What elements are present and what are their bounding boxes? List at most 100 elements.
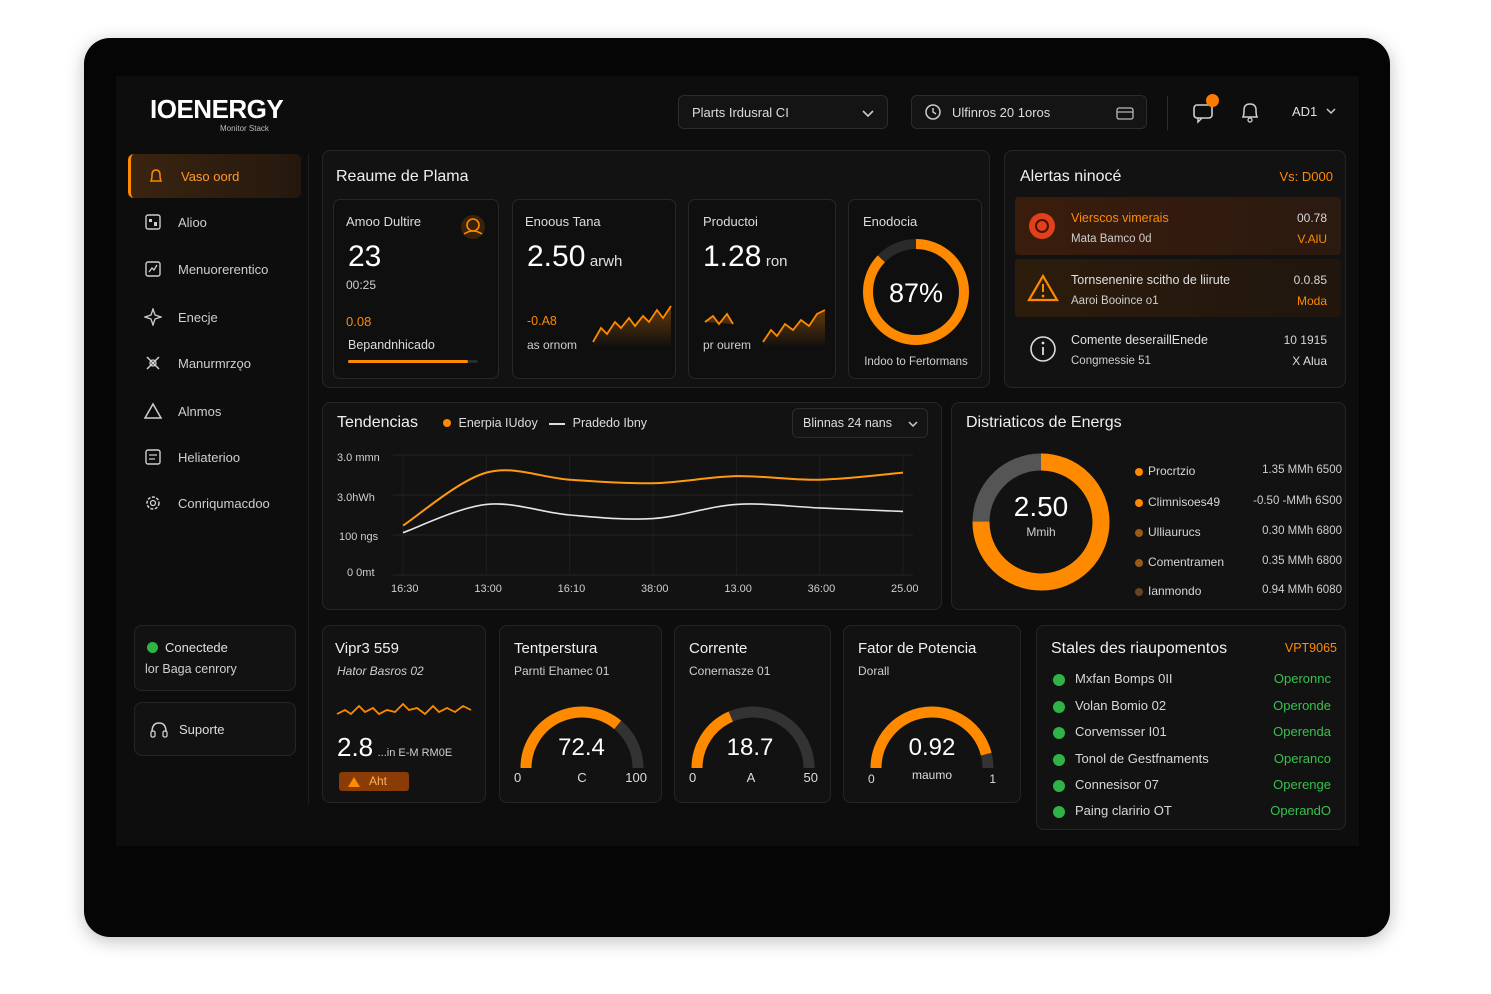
- trends-range-select[interactable]: Blinnas 24 nans: [792, 408, 928, 438]
- sidebar-item-reports[interactable]: Heliaterioo: [128, 435, 298, 479]
- report-icon: [142, 446, 164, 468]
- alert-critical-icon: [1029, 213, 1055, 239]
- distribution-item-name: Ulliaurucs: [1148, 525, 1201, 539]
- alert-source: Congmessie 51: [1071, 355, 1151, 367]
- x-axis-label: 16:30: [391, 583, 419, 595]
- equipment-status: Operonnc: [1273, 671, 1331, 686]
- sidebar-item-settings[interactable]: Conriqumacdoo: [128, 481, 298, 525]
- alert-item-info[interactable]: Comente deseraillEnede Congmessie 51 10 …: [1015, 319, 1341, 377]
- equipment-title: Stales des riaupomentos: [1051, 640, 1228, 657]
- alerts-panel: Alertas ninocé Vs: D000 Vierscos vimerai…: [1004, 150, 1346, 388]
- sidebar-item-energy[interactable]: Enecje: [128, 295, 298, 339]
- gauge-title: Corrente: [689, 640, 748, 657]
- connection-status: Conectede lor Baga cenrory: [134, 625, 296, 691]
- notifications-button[interactable]: [1192, 94, 1219, 126]
- distribution-item: Comentramen 0.35 MMh 6800: [1132, 555, 1342, 573]
- efficiency-value: 87%: [888, 278, 944, 308]
- support-label: Suporte: [179, 722, 225, 737]
- info-icon: [1030, 336, 1056, 362]
- x-axis-label: 36:00: [807, 583, 836, 595]
- power-factor-gauge: [870, 706, 994, 769]
- power-factor-gauge-card[interactable]: Fator de Potencia Dorall 0.92 0 maumo 1: [843, 625, 1021, 803]
- legend-production-label: Pradedo Ibny: [572, 416, 648, 430]
- warning-icon: [1027, 274, 1059, 302]
- sparkline: [592, 305, 672, 348]
- kpi-value: 1.28: [703, 240, 762, 273]
- temperature-gauge-card[interactable]: Tentperstura Parnti Ehamec 01 72.4 0 C 1…: [499, 625, 662, 803]
- equipment-view-all-link[interactable]: VPT9065: [1284, 641, 1337, 655]
- gauge-min: 0: [868, 772, 875, 786]
- status-label: Conectede: [165, 640, 228, 655]
- equipment-row[interactable]: Paing claririo OT OperandO: [1051, 802, 1331, 822]
- bell-icon: [1241, 103, 1259, 123]
- kpi-label: Enodocia: [863, 214, 918, 229]
- kpi-footer: as ornom: [527, 338, 578, 352]
- current-gauge-card[interactable]: Corrente Conernasze 01 18.7 0 A 50: [674, 625, 831, 803]
- alerts-view-all-link[interactable]: Vs: D000: [1279, 169, 1333, 184]
- y-axis-label: 3.0hWh: [337, 492, 375, 504]
- y-axis-label: 0 0mt: [347, 567, 375, 579]
- sidebar-item-label: Menuorerentico: [178, 261, 269, 277]
- legend-dot: [1135, 588, 1143, 596]
- status-dot: [1053, 727, 1065, 739]
- gauge-max: 1: [989, 772, 996, 786]
- distribution-item-name: Procrtzio: [1148, 464, 1196, 478]
- vibration-card[interactable]: Vipr3 559 Hator Basros 02 2.8 ...in E-M …: [322, 625, 486, 803]
- sidebar-item-label: Alioo: [178, 214, 207, 230]
- equipment-row[interactable]: Volan Bomio 02 Operonde: [1051, 697, 1331, 717]
- x-axis-label: 38:00: [641, 583, 669, 595]
- user-menu[interactable]: AD1: [1292, 104, 1337, 119]
- trends-legend: Enerpia IUdoy Pradedo Ibny: [443, 416, 647, 430]
- sidebar-item-alioo[interactable]: Alioo: [128, 200, 298, 244]
- alert-item-critical[interactable]: Vierscos vimerais Mata Bamco 0d 00.78 V.…: [1015, 197, 1341, 255]
- sidebar-item-monitoring[interactable]: Menuorerentico: [128, 247, 298, 291]
- chevron-down-icon: [862, 110, 874, 118]
- equipment-row[interactable]: Tonol de Gestfnaments Operanco: [1051, 750, 1331, 770]
- kpi-card-energy[interactable]: Enoous Tana 2.50 arwh -0.A8 as ornom: [512, 199, 676, 379]
- gauge-source: Parnti Ehamec 01: [514, 664, 610, 678]
- gauge-unit: C: [577, 770, 587, 785]
- kpi-card-active[interactable]: Amoo Dultire 23 00:25 0.08 Bepandnhicado: [333, 199, 499, 379]
- alerts-bell-button[interactable]: [1238, 100, 1262, 124]
- x-axis-label: 13.00: [724, 583, 752, 595]
- kpi-value: 23: [348, 240, 382, 273]
- time-range-select[interactable]: Ulfinros 20 1oros: [911, 95, 1147, 129]
- dashboard-screen: IOENERGY Monitor Stack Plarts Irdusral C…: [116, 76, 1359, 846]
- warning-icon: [142, 400, 164, 422]
- equipment-row[interactable]: Corvemsser I01 Operenda: [1051, 723, 1331, 743]
- vibration-source: Hator Basros 02: [337, 664, 424, 678]
- kpi-unit: arwh: [589, 253, 623, 270]
- legend-production-line: [549, 422, 566, 425]
- equipment-name: Corvemsser I01: [1075, 724, 1167, 739]
- kpi-card-efficiency[interactable]: Enodocia 87% Indoo to Fertormans: [848, 199, 982, 379]
- alert-time: 0.0.85: [1293, 273, 1327, 287]
- kpi-card-production[interactable]: Productoi 1.28 ron pr ourem: [688, 199, 836, 379]
- vibration-waveform: [336, 702, 472, 716]
- support-button[interactable]: Suporte: [134, 702, 296, 756]
- alert-item-warning[interactable]: Tornsenenire scitho de liirute Aaroi Boo…: [1015, 259, 1341, 317]
- sidebar-item-alarms[interactable]: Alnmos: [128, 389, 298, 433]
- gauge-value: 18.7: [726, 734, 774, 761]
- equipment-status-panel: Stales des riaupomentos VPT9065 Mxfan Bo…: [1036, 625, 1346, 830]
- x-axis-label: 16:10: [557, 583, 586, 595]
- plant-select[interactable]: Plarts Irdusral CI: [678, 95, 888, 129]
- sidebar-item-maintenance[interactable]: Manurmrzǫo: [128, 341, 298, 385]
- sidebar-item-dashboard[interactable]: Vaso oord: [128, 154, 301, 198]
- alert-time: 00.78: [1296, 211, 1327, 225]
- distribution-item-value: 0.30 MMh 6800: [1262, 525, 1342, 537]
- series-energy-line: [402, 469, 904, 527]
- legend-energy-dot: [443, 419, 451, 427]
- summary-panel: Reaume de Plama Amoo Dultire 23 00:25 0.…: [322, 150, 990, 388]
- kpi-trend: 0.08: [346, 314, 372, 329]
- alerts-title: Alertas ninocé: [1020, 168, 1122, 185]
- equipment-status: Operenda: [1273, 724, 1331, 739]
- equipment-row[interactable]: Connesisor 07 Operenge: [1051, 776, 1331, 796]
- equipment-row[interactable]: Mxfan Bomps 0II Operonnc: [1051, 670, 1331, 690]
- current-gauge: [691, 706, 815, 769]
- brand-tagline: Monitor Stack: [220, 124, 269, 133]
- equipment-name: Connesisor 07: [1075, 777, 1159, 792]
- clock-icon: [925, 104, 941, 120]
- headset-icon: [150, 722, 168, 738]
- kpi-value: 2.50: [527, 240, 586, 273]
- kpi-footer: Bepandnhicado: [348, 338, 435, 352]
